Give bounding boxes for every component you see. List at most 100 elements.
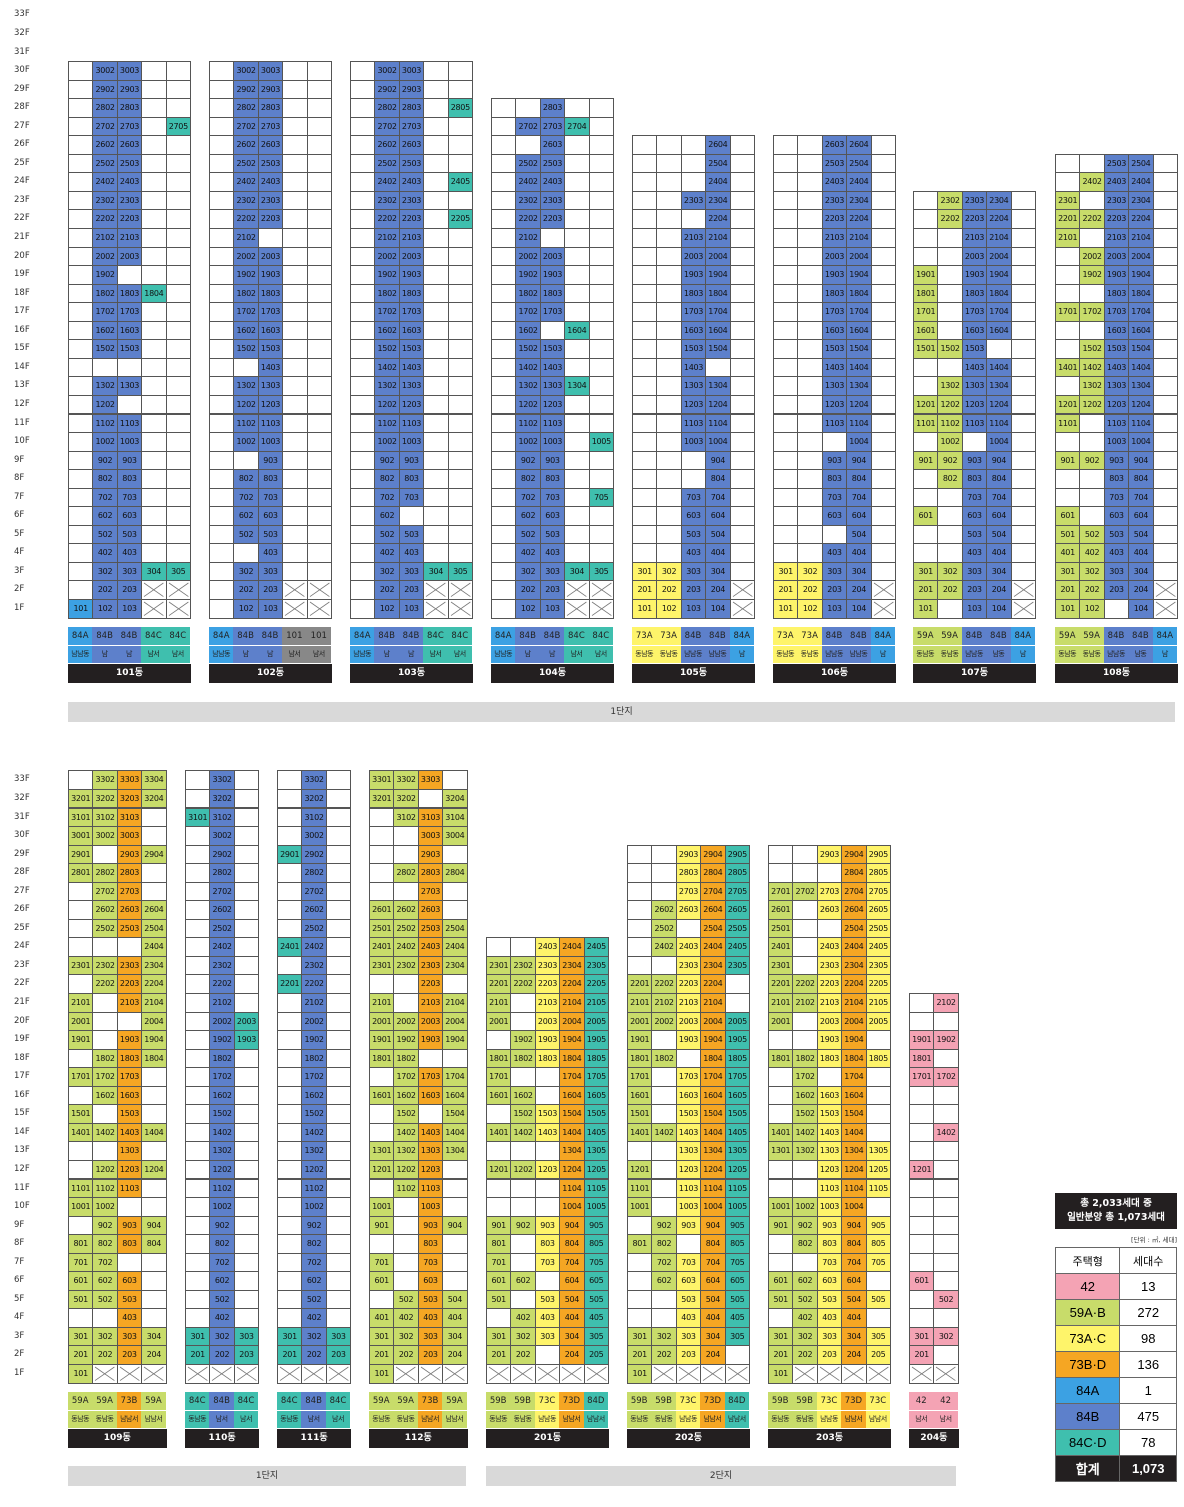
unit-cell: 301 [773, 561, 799, 582]
unit-cell: 1903 [539, 265, 566, 285]
unit-cell-empty [632, 190, 658, 211]
unit-type-label: 42 [909, 1392, 934, 1410]
unit-cell-empty [185, 1048, 211, 1069]
unit-cell: 502 [374, 524, 400, 545]
unit-cell-empty [510, 1011, 536, 1032]
unit-cell: 1501 [68, 1104, 94, 1124]
unit-cell-empty [325, 974, 352, 994]
unit-cell-empty [627, 881, 653, 902]
unit-cell-empty [442, 1271, 468, 1291]
unit-cell-empty [515, 135, 541, 155]
unit-cell-empty [306, 394, 332, 415]
unit-cell-empty [510, 1141, 536, 1161]
unit-cell: 902 [510, 1215, 536, 1236]
unit-cell-empty [656, 543, 682, 563]
unit-cell-empty [393, 974, 419, 994]
unit-cell-empty [510, 1289, 536, 1310]
unit-cell: 2403 [534, 937, 561, 957]
unit-cell: 2603 [116, 135, 143, 155]
unit-cell: 1803 [1103, 283, 1130, 304]
unit-cell: 2303 [116, 190, 143, 211]
non-sale-cell [1010, 599, 1036, 619]
unit-cell: 1203 [257, 394, 284, 415]
unit-cell: 3002 [92, 826, 118, 846]
unit-cell-empty [913, 190, 939, 211]
unit-cell-empty [632, 302, 658, 322]
unit-cell-empty [325, 1141, 352, 1161]
non-sale-cell [92, 1364, 118, 1384]
unit-direction-label: 남남동 [491, 646, 516, 663]
unit-cell: 1202 [937, 394, 963, 415]
unit-cell: 3004 [442, 826, 468, 846]
unit-cell: 1205 [724, 1159, 750, 1180]
unit-cell: 305 [724, 1326, 750, 1347]
unit-cell: 2102 [233, 228, 259, 248]
legend-count: 13 [1119, 1273, 1177, 1300]
unit-direction-label: 동남동 [510, 1411, 535, 1428]
unit-cell: 1003 [116, 432, 143, 452]
unit-cell: 2001 [369, 1011, 395, 1032]
unit-cell-empty [141, 135, 167, 155]
unit-cell: 601 [1055, 506, 1081, 526]
unit-cell: 1901 [913, 265, 939, 285]
unit-cell-empty [277, 1085, 303, 1106]
unit-cell: 804 [700, 1234, 726, 1254]
unit-cell: 803 [257, 469, 284, 489]
unit-cell-empty [282, 302, 308, 322]
legend-type: 59A·B [1054, 1299, 1121, 1326]
unit-cell-empty [816, 918, 843, 939]
unit-cell-empty [729, 283, 755, 304]
unit-cell: 1404 [1128, 357, 1154, 378]
floor-label: 14F [14, 361, 30, 372]
unit-cell: 2604 [846, 135, 872, 155]
unit-cell: 303 [816, 1326, 843, 1347]
unit-direction-label: 남남서 [116, 1411, 142, 1428]
unit-direction-label: 남서 [909, 1411, 934, 1428]
unit-type-label: 73C [865, 1392, 890, 1410]
unit-cell: 502 [515, 524, 541, 545]
unit-direction-label: 남 [1152, 646, 1177, 663]
unit-cell: 1502 [515, 339, 541, 359]
building-name: 201동 [486, 1429, 609, 1448]
unit-cell: 1402 [510, 1122, 536, 1143]
unit-cell-empty [282, 469, 308, 489]
unit-cell-empty [185, 1215, 211, 1236]
unit-cell: 2201 [486, 974, 512, 994]
unit-cell-empty [792, 863, 818, 883]
unit-type-label: 84B [986, 627, 1011, 645]
unit-cell: 2103 [961, 228, 988, 248]
unit-cell-empty [165, 265, 191, 285]
unit-cell: 802 [374, 469, 400, 489]
unit-cell-empty [306, 79, 332, 100]
unit-cell: 1805 [865, 1048, 891, 1069]
unit-cell: 1603 [257, 320, 284, 341]
unit-cell-empty [141, 153, 167, 174]
floor-label: 19F [14, 269, 30, 280]
unit-cell: 205 [865, 1345, 891, 1365]
unit-cell-empty [792, 918, 818, 939]
unit-cell: 301 [486, 1326, 512, 1347]
unit-cell-empty [165, 394, 191, 415]
unit-cell: 903 [1103, 450, 1130, 471]
unit-cell: 904 [986, 450, 1012, 471]
unit-direction-label: 남남동 [816, 1411, 842, 1428]
unit-cell: 301 [909, 1326, 935, 1347]
unit-cell: 1005 [724, 1197, 750, 1217]
unit-cell: 102 [797, 599, 823, 619]
unit-cell: 502 [209, 1289, 235, 1310]
unit-cell-empty [165, 98, 191, 118]
unit-cell-empty [447, 190, 473, 211]
unit-cell: 301 [768, 1326, 794, 1347]
unit-cell: 1503 [257, 339, 284, 359]
unit-cell-empty [680, 209, 707, 229]
unit-type-label: 84A [491, 627, 516, 645]
unit-direction-label: 남서 [306, 646, 331, 663]
unit-cell: 101 [369, 1364, 395, 1384]
unit-cell: 304 [442, 1326, 468, 1347]
unit-cell: 302 [797, 561, 823, 582]
unit-cell: 603 [539, 506, 566, 526]
unit-cell: 1103 [116, 413, 143, 434]
unit-cell: 1904 [700, 1030, 726, 1050]
unit-cell: 1203 [816, 1159, 843, 1180]
unit-cell-empty [442, 900, 468, 920]
